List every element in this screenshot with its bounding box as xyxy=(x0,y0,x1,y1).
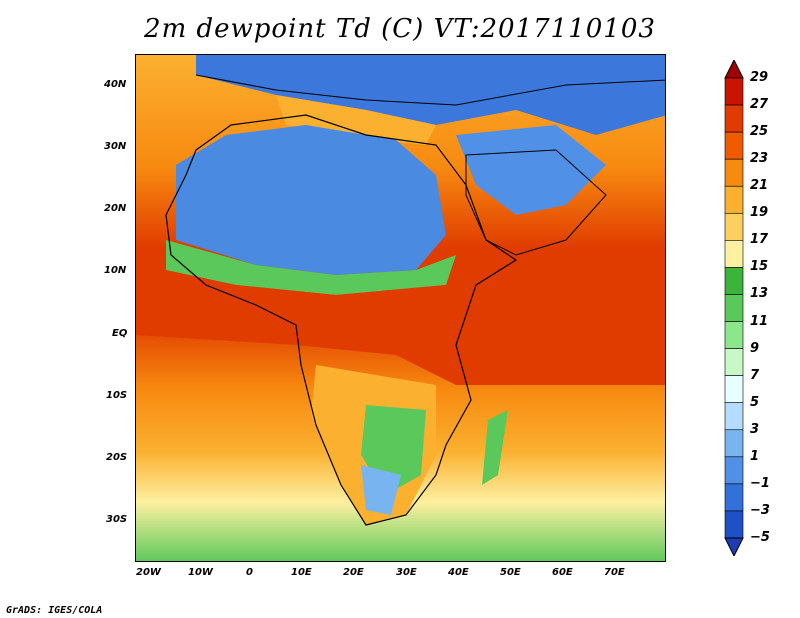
colorbar-label: 27 xyxy=(750,97,769,113)
colorbar-segment xyxy=(724,158,744,187)
lat-label-10n: 10N xyxy=(104,265,127,276)
colorbar-label: 13 xyxy=(750,286,769,302)
lon-label-10w: 10W xyxy=(188,567,213,578)
colorbar-segment xyxy=(724,212,744,241)
colorbar-segment xyxy=(724,348,744,376)
map-title: 2m dewpoint Td (C) VT:2017110103 xyxy=(144,14,656,44)
europe-cool-zone xyxy=(196,55,665,135)
colorbar-label: 9 xyxy=(750,340,760,356)
colorbar-label: 17 xyxy=(750,232,769,248)
colorbar-label: 23 xyxy=(750,151,769,167)
colorbar-label: 11 xyxy=(750,313,769,329)
lon-label-60e: 60E xyxy=(552,567,573,578)
lat-label-10s: 10S xyxy=(106,390,128,401)
arabia-coastline xyxy=(465,149,607,256)
colorbar-segment xyxy=(724,510,744,539)
lat-label-20n: 20N xyxy=(104,203,127,214)
arabia-dry-zone xyxy=(456,125,606,215)
colorbar-label: 7 xyxy=(750,367,760,383)
lon-label-50e: 50E xyxy=(500,567,521,578)
colorbar-segment xyxy=(724,240,744,268)
colorbar-label: −1 xyxy=(750,475,770,491)
europe-coastline xyxy=(195,74,665,106)
colorbar-label: 3 xyxy=(750,421,760,437)
lat-label-20s: 20S xyxy=(106,452,128,463)
colorbar-segment xyxy=(724,131,744,160)
colorbar-label: 19 xyxy=(750,205,769,221)
lat-label-30n: 30N xyxy=(104,141,127,152)
colorbar-label: 1 xyxy=(750,448,760,464)
sahara-dry-zone xyxy=(176,125,446,275)
dewpoint-map xyxy=(135,54,666,562)
sahel-band xyxy=(166,240,456,295)
colorbar-segment xyxy=(724,104,744,133)
lat-label-30s: 30S xyxy=(106,514,128,525)
credit-text: GrADS: IGES/COLA xyxy=(6,605,103,616)
colorbar-segment xyxy=(724,375,744,404)
africa-coastline xyxy=(165,114,518,526)
colorbar-segment xyxy=(724,483,744,512)
equatorial-humid-belt xyxy=(136,270,665,385)
colorbar-label: 25 xyxy=(750,124,769,140)
colorbar-label: −5 xyxy=(750,530,770,545)
colorbar-segment xyxy=(724,267,744,295)
colorbar xyxy=(724,60,744,556)
lon-label-40e: 40E xyxy=(448,567,469,578)
colorbar-segment xyxy=(724,321,744,349)
colorbar-segment xyxy=(724,185,744,214)
colorbar-label: 5 xyxy=(750,394,760,410)
colorbar-segment xyxy=(724,456,744,485)
lon-label-0: 0 xyxy=(246,567,253,578)
colorbar-segment xyxy=(724,294,744,322)
colorbar-segment xyxy=(724,77,744,106)
colorbar-segment xyxy=(724,402,744,431)
colorbar-label: 15 xyxy=(750,259,769,275)
lon-label-10e: 10E xyxy=(291,567,312,578)
dewpoint-field xyxy=(136,55,665,561)
mediterranean-zone xyxy=(276,95,436,145)
lat-label-eq: EQ xyxy=(112,328,128,339)
lon-label-70e: 70E xyxy=(604,567,625,578)
colorbar-label: 29 xyxy=(750,70,769,85)
lon-label-20e: 20E xyxy=(343,567,364,578)
lat-label-40n: 40N xyxy=(104,79,127,90)
colorbar-segment xyxy=(724,429,744,458)
kalahari-dry-zone xyxy=(361,465,401,515)
lon-label-30e: 30E xyxy=(396,567,417,578)
colorbar-bottom-arrow xyxy=(724,537,744,556)
madagascar xyxy=(482,410,508,485)
lon-label-20w: 20W xyxy=(136,567,161,578)
colorbar-top-arrow xyxy=(724,60,744,79)
colorbar-label: −3 xyxy=(750,502,770,518)
colorbar-label: 21 xyxy=(750,178,769,194)
